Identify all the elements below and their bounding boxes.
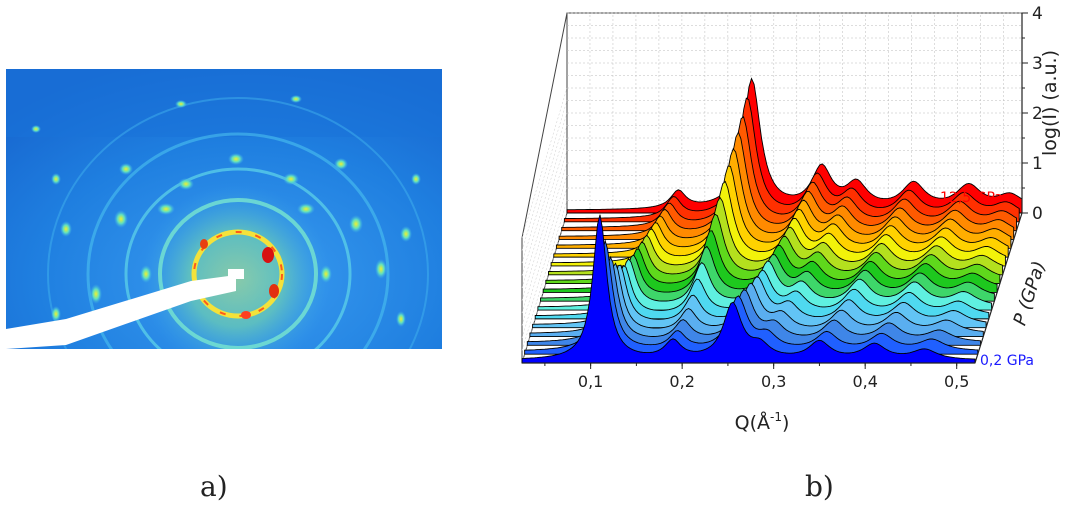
beam-stop (6, 275, 236, 349)
panel-b-label: b) (805, 470, 834, 503)
diffraction-image (6, 69, 442, 349)
beam-center (228, 269, 244, 279)
y-tick-label: 1 (1032, 154, 1043, 174)
spectrum-13 (555, 147, 1012, 249)
hot-spots (200, 239, 279, 319)
spectra-series (521, 77, 1023, 364)
center-glow (141, 184, 331, 349)
panel-a-label: a) (200, 470, 228, 503)
z-axis-label: P (GPa) (1010, 258, 1051, 328)
x-tick-label: 0,1 (578, 372, 603, 391)
y-tick-label: 0 (1032, 204, 1043, 224)
pressure-label-high: 12,5 GPa (940, 190, 1003, 206)
spectrum-14 (558, 131, 1015, 240)
y-tick-label: 4 (1032, 5, 1043, 24)
x-tick-label: 0,5 (944, 372, 969, 391)
spectrum-12 (553, 165, 1009, 258)
image-top-band (6, 69, 442, 137)
pressure-label-low: 0,2 GPa (980, 353, 1034, 369)
y-tick-label: 2 (1032, 104, 1043, 124)
spectrum-15 (561, 116, 1017, 232)
diffraction-spots (31, 95, 421, 327)
spectrum-0 (521, 214, 976, 364)
x-tick-label: 0,3 (761, 372, 786, 391)
waterfall-chart: 0,1 0,2 0,3 0,4 0,5 0 1 2 3 4 Q(Å-1) log(I) (a.u… (521, 5, 1061, 434)
y-axis-ticks: 0 1 2 3 4 (1022, 5, 1043, 224)
y-axis-label: log(I) (a.u.) (1039, 50, 1061, 156)
x-tick-label: 0,2 (669, 372, 694, 391)
spectrum-17 (566, 77, 1023, 214)
x-axis-ticks: 0,1 0,2 0,3 0,4 0,5 (544, 363, 969, 391)
x-tick-label: 0,4 (852, 372, 877, 391)
diffraction-rings (47, 97, 429, 349)
spectrum-16 (563, 97, 1020, 223)
z-axis-line (974, 212, 1023, 364)
y-tick-label: 3 (1032, 54, 1043, 74)
x-axis-label: Q(Å-1) (735, 410, 790, 434)
